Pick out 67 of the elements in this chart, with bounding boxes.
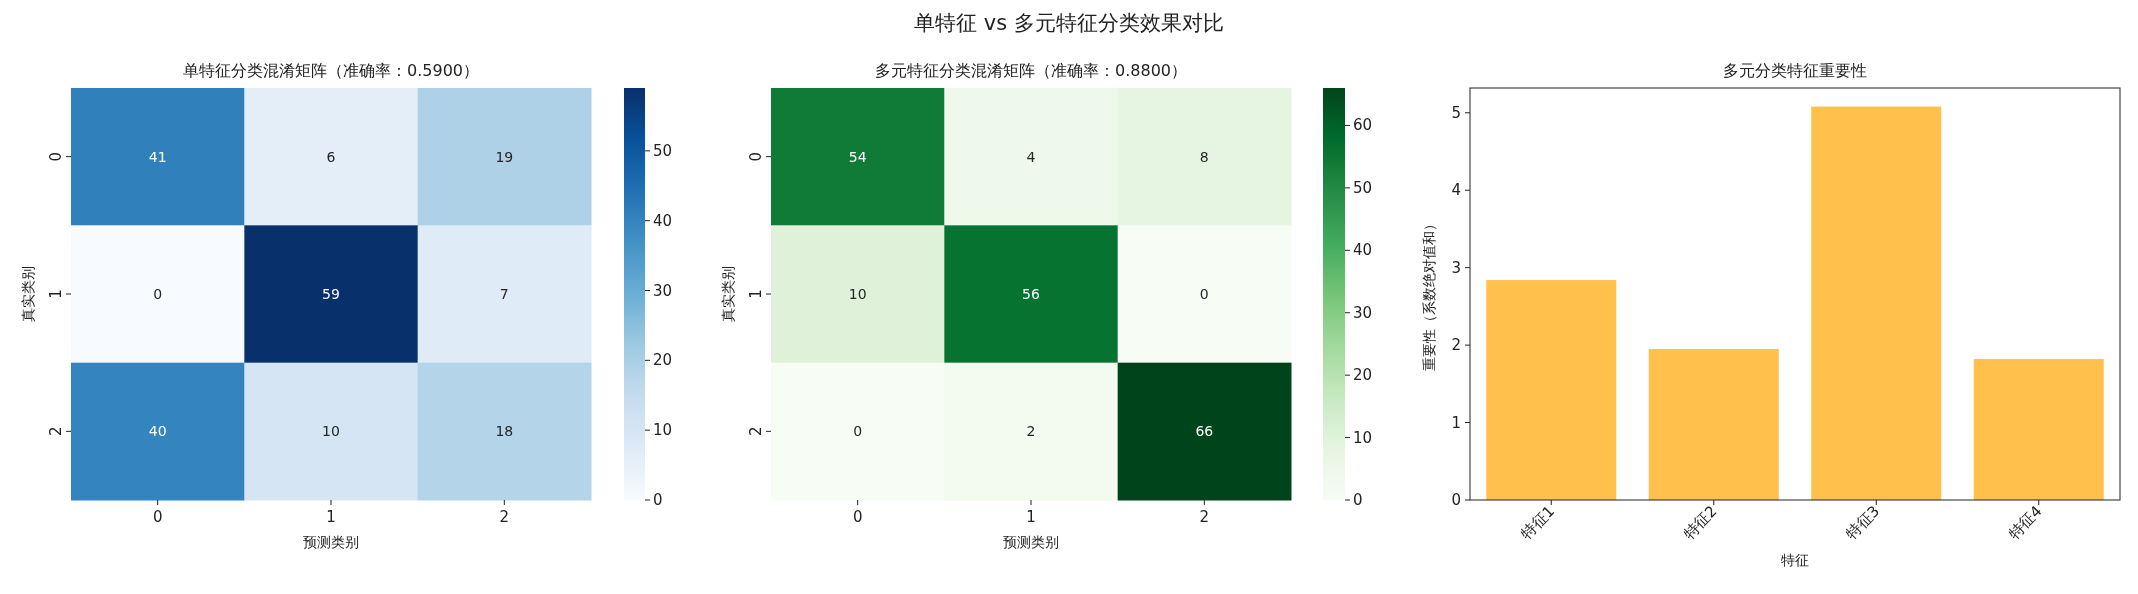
y-axis-title: 真实类别 — [20, 266, 36, 322]
y-tick-label: 2 — [747, 426, 765, 437]
x-tick-label: 0 — [152, 508, 163, 526]
chart-title: 单特征分类混淆矩阵（准确率：0.5900） — [183, 61, 479, 80]
x-tick-label: 特征4 — [2004, 502, 2046, 543]
x-tick-label: 特征3 — [1842, 502, 1884, 543]
data-label: 7 — [499, 286, 509, 302]
chart-title: 多元特征分类混淆矩阵（准确率：0.8800） — [875, 61, 1187, 80]
y-tick-label: 3 — [1451, 258, 1461, 277]
color-bar-label: 0 — [653, 491, 663, 509]
data-label: 10 — [322, 423, 340, 440]
y-tick-label: 1 — [747, 289, 765, 299]
data-label: 18 — [495, 423, 514, 440]
color-bar-label: 10 — [1353, 428, 1373, 447]
y-tick-label: 1 — [47, 289, 65, 299]
color-bar-label: 60 — [1353, 116, 1373, 135]
data-label: 0 — [853, 423, 863, 440]
text: 单特征 vs 多元特征分类效果对比 — [914, 11, 1224, 35]
bar — [1486, 280, 1617, 500]
color-bar-label: 10 — [653, 421, 673, 440]
x-tick-label: 1 — [1026, 508, 1036, 526]
y-tick-label: 4 — [1451, 181, 1461, 200]
x-tick-label: 1 — [326, 508, 336, 526]
x-tick-label: 特征1 — [1517, 502, 1559, 543]
color-bar-label: 30 — [653, 281, 673, 300]
y-tick-label: 5 — [1451, 103, 1461, 122]
x-tick-label: 特征2 — [1679, 502, 1721, 543]
data-label: 6 — [326, 148, 336, 165]
data-label: 0 — [153, 286, 163, 302]
data-label: 56 — [1022, 286, 1040, 302]
color-bar-label: 20 — [1353, 366, 1373, 385]
data-label: 54 — [848, 148, 867, 165]
color-bar-label: 0 — [1353, 491, 1363, 509]
data-label: 41 — [148, 148, 167, 165]
y-tick-label: 0 — [747, 151, 765, 162]
bar — [1811, 106, 1942, 500]
color-bar-label: 20 — [653, 351, 673, 370]
y-tick-label: 1 — [1451, 413, 1461, 432]
data-label: 40 — [148, 423, 167, 440]
data-label: 0 — [1199, 286, 1209, 302]
x-axis-title: 特征 — [1781, 552, 1809, 568]
y-tick-label: 2 — [47, 426, 65, 437]
data-label: 8 — [1199, 148, 1209, 165]
chart-title: 多元分类特征重要性 — [1723, 61, 1867, 80]
color-bar-label: 40 — [1353, 241, 1373, 260]
data-label: 66 — [1195, 423, 1214, 440]
color-bar-label: 50 — [653, 141, 673, 160]
y-tick-label: 0 — [47, 151, 65, 162]
color-bar-label: 50 — [1353, 178, 1373, 197]
data-label: 59 — [322, 286, 340, 302]
x-tick-label: 0 — [852, 508, 863, 526]
x-tick-label: 2 — [499, 508, 510, 526]
data-label: 19 — [495, 148, 514, 165]
data-label: 10 — [848, 286, 867, 302]
x-axis-title: 预测类别 — [1003, 534, 1059, 550]
color-bar-label: 30 — [1353, 303, 1373, 322]
y-tick-label: 0 — [1451, 491, 1461, 509]
data-label: 2 — [1026, 423, 1036, 440]
x-tick-label: 2 — [1199, 508, 1210, 526]
bar — [1648, 348, 1779, 500]
color-bar-label: 40 — [653, 211, 673, 230]
y-axis-title: 重要性（系数绝对值和） — [1421, 217, 1437, 371]
data-label: 4 — [1026, 148, 1036, 165]
bar — [1973, 359, 2104, 500]
y-tick-label: 2 — [1451, 336, 1461, 355]
x-axis-title: 预测类别 — [303, 534, 359, 550]
y-axis-title: 真实类别 — [720, 266, 736, 322]
